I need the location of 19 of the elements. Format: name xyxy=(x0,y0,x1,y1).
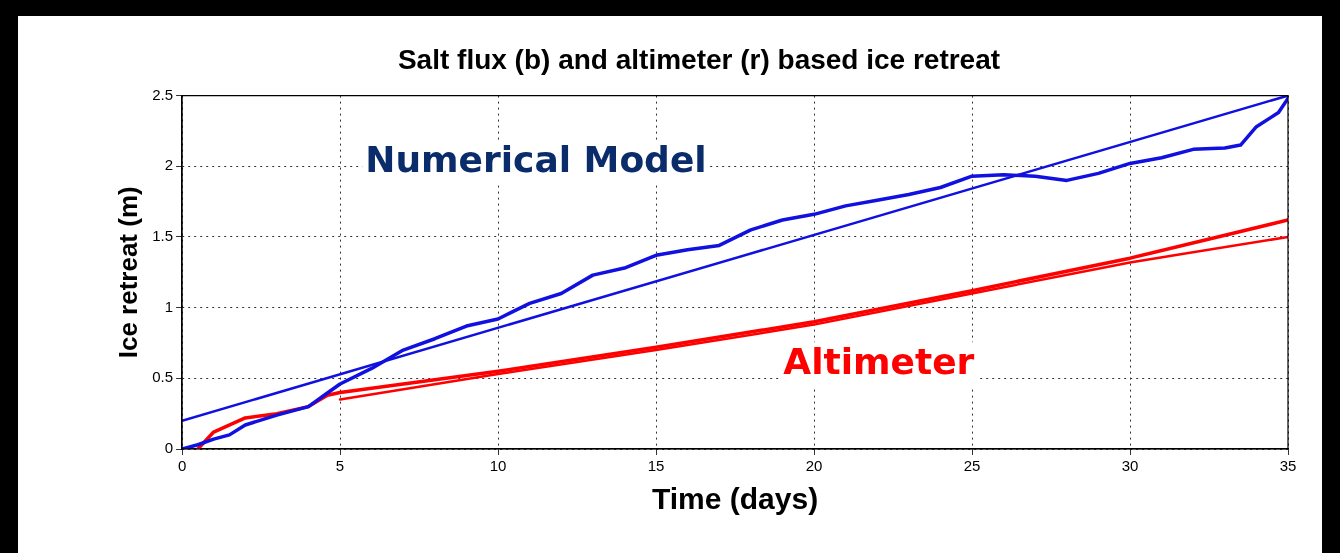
x-axis-title: Time (days) xyxy=(651,482,819,516)
y-tick-label: 2 xyxy=(164,156,174,174)
x-tick-label: 30 xyxy=(1121,457,1139,475)
y-axis-title: Ice retreat (m) xyxy=(112,186,143,359)
x-tick-label: 0 xyxy=(177,457,187,475)
chart-title: Salt flux (b) and altimeter (r) based ice retreat xyxy=(397,43,1001,75)
y-tick-label: 0.5 xyxy=(152,368,174,386)
x-tick-label: 35 xyxy=(1279,457,1297,475)
y-tick-label: 2.5 xyxy=(152,85,174,103)
annotation: Altimeter xyxy=(783,340,975,382)
annotation: Numerical Model xyxy=(365,139,707,181)
x-tick-label: 5 xyxy=(335,457,345,475)
x-tick-label: 15 xyxy=(647,457,665,475)
x-tick-label: 10 xyxy=(489,457,507,475)
x-tick-label: 20 xyxy=(805,457,823,475)
y-tick-label: 1 xyxy=(164,297,174,315)
y-tick-label: 0 xyxy=(164,439,174,457)
x-tick-label: 25 xyxy=(963,457,981,475)
y-tick-label: 1.5 xyxy=(152,227,174,245)
